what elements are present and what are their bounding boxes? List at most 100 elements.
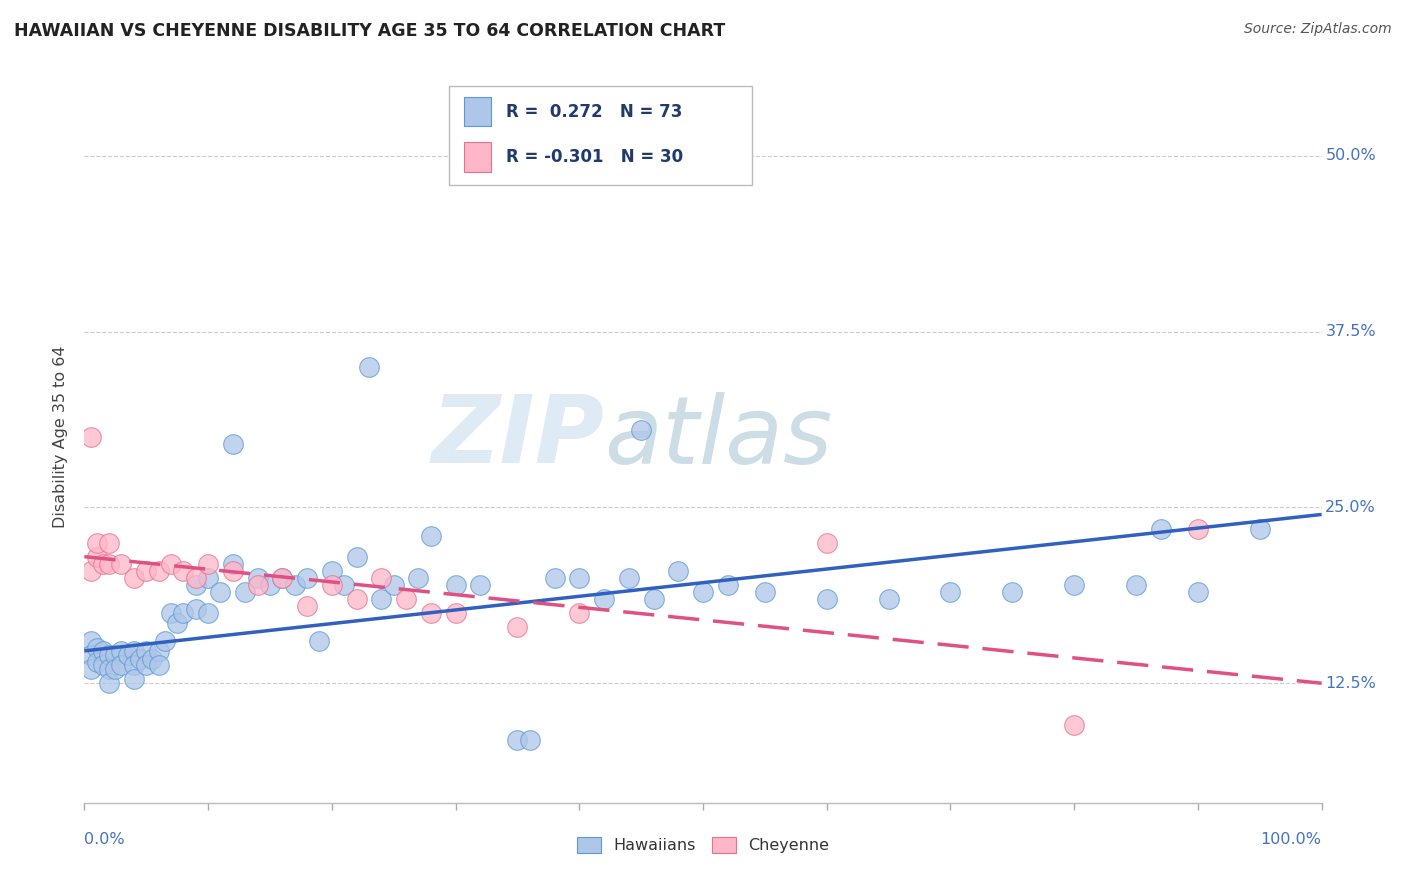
Point [135,644,157,658]
Bar [464,143,492,171]
Point [104,662,127,676]
Point [135,564,157,578]
Point [419,528,441,542]
Point [259,578,281,592]
Point [271,571,294,585]
Point [135,657,157,672]
Point [308,634,330,648]
Text: R =  0.272   N = 73: R = 0.272 N = 73 [506,103,683,120]
Point [271,571,294,585]
Point [470,578,492,592]
Point [122,657,145,672]
Text: R = -0.301   N = 30: R = -0.301 N = 30 [506,148,683,166]
Point [370,591,392,606]
Point [98,648,121,662]
Point [321,578,343,592]
Point [346,591,368,606]
Point [172,564,194,578]
Y-axis label: Disability Age 35 to 64: Disability Age 35 to 64 [53,346,69,528]
Point [86,641,108,656]
Point [91,657,114,672]
Point [148,657,170,672]
Text: 0.0%: 0.0% [84,832,125,847]
Point [444,578,467,592]
Point [357,359,380,374]
Point [209,584,232,599]
Point [129,652,152,666]
Point [815,591,838,606]
Legend: Hawaiians, Cheyenne: Hawaiians, Cheyenne [576,837,830,854]
Point [568,571,591,585]
Point [117,648,139,662]
Point [197,571,219,585]
Point [1063,578,1085,592]
Point [1187,522,1209,536]
Point [79,430,101,444]
Point [815,535,838,549]
Point [939,584,962,599]
Point [79,648,101,662]
Point [1125,578,1147,592]
Point [86,549,108,564]
Point [333,578,356,592]
Point [246,571,269,585]
Text: 25.0%: 25.0% [1326,500,1376,515]
Point [519,732,541,747]
Point [79,634,101,648]
Bar [464,97,492,127]
Text: 37.5%: 37.5% [1326,324,1376,339]
Point [86,535,108,549]
Text: 100.0%: 100.0% [1261,832,1322,847]
Point [148,564,170,578]
Point [370,571,392,585]
Point [321,564,343,578]
Point [382,578,405,592]
Text: HAWAIIAN VS CHEYENNE DISABILITY AGE 35 TO 64 CORRELATION CHART: HAWAIIAN VS CHEYENNE DISABILITY AGE 35 T… [14,22,725,40]
Point [395,591,418,606]
Point [98,662,121,676]
Point [295,571,318,585]
Point [153,634,176,648]
Point [98,535,121,549]
Point [141,652,163,666]
Point [1063,718,1085,732]
Point [184,601,207,615]
Point [110,644,132,658]
Point [110,657,132,672]
Point [122,644,145,658]
Point [166,615,188,630]
Point [444,606,467,620]
Point [543,571,565,585]
Point [184,578,207,592]
Point [222,437,245,451]
Point [222,564,245,578]
Point [79,564,101,578]
Point [122,571,145,585]
Point [295,599,318,613]
Point [617,571,640,585]
Point [104,648,127,662]
Text: Source: ZipAtlas.com: Source: ZipAtlas.com [1244,22,1392,37]
Point [1249,522,1271,536]
Point [284,578,307,592]
Point [643,591,665,606]
Point [1187,584,1209,599]
Point [1001,584,1024,599]
Point [122,672,145,686]
Point [91,644,114,658]
Point [877,591,900,606]
Point [568,606,591,620]
Point [222,557,245,571]
Point [160,606,183,620]
Point [98,557,121,571]
Point [91,557,114,571]
Point [346,549,368,564]
Text: atlas: atlas [605,392,832,483]
Point [506,620,529,634]
Point [419,606,441,620]
Point [692,584,714,599]
FancyBboxPatch shape [450,86,752,185]
Point [197,606,219,620]
Text: 50.0%: 50.0% [1326,148,1376,163]
Point [160,557,183,571]
